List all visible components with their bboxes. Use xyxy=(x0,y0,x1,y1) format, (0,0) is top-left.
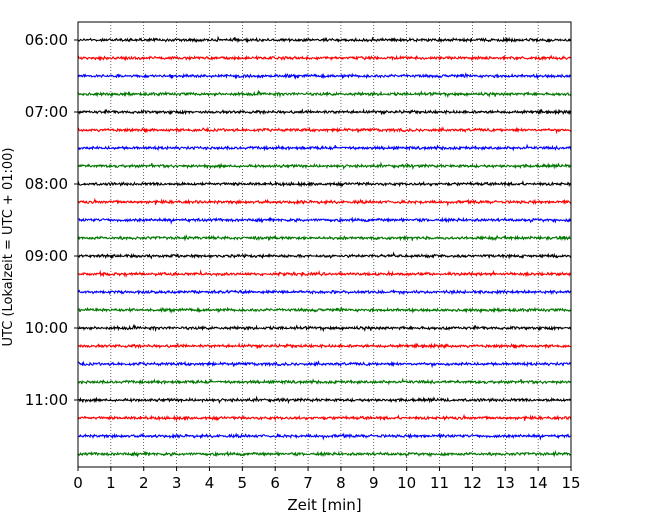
x-tick-label: 1 xyxy=(106,474,116,492)
y-tick-label: 06:00 xyxy=(25,31,68,49)
x-tick-label: 11 xyxy=(430,474,449,492)
x-tick-label: 9 xyxy=(369,474,379,492)
trace-line xyxy=(77,377,572,386)
y-tick-label: 10:00 xyxy=(25,319,68,337)
y-tick-label: 07:00 xyxy=(25,103,68,121)
x-tick-label: 14 xyxy=(529,474,548,492)
trace-line xyxy=(77,360,572,369)
trace-line xyxy=(77,179,572,188)
trace-line xyxy=(77,161,572,171)
trace-line xyxy=(77,234,572,242)
trace-line xyxy=(77,216,572,225)
x-tick-label: 3 xyxy=(172,474,182,492)
trace-line xyxy=(77,432,572,441)
x-tick-label: 10 xyxy=(397,474,416,492)
trace-line xyxy=(77,197,572,207)
trace-line xyxy=(77,35,572,44)
x-tick-label: 5 xyxy=(238,474,248,492)
trace-line xyxy=(77,143,572,152)
trace-line xyxy=(77,323,572,333)
trace-line xyxy=(77,54,572,62)
trace-line xyxy=(78,72,572,80)
y-tick-label: 08:00 xyxy=(25,175,68,193)
y-tick-label: 11:00 xyxy=(25,391,68,409)
plot-frame xyxy=(77,21,572,468)
x-tick-label: 6 xyxy=(270,474,280,492)
x-tick-label: 0 xyxy=(73,474,83,492)
x-tick-label: 7 xyxy=(303,474,313,492)
y-tick-label: 09:00 xyxy=(25,247,68,265)
x-axis-label: Zeit [min] xyxy=(287,496,361,514)
x-tick-label: 13 xyxy=(496,474,515,492)
trace-line xyxy=(77,126,572,135)
y-axis-label: UTC (Lokalzeit = UTC + 01:00) xyxy=(1,148,16,347)
trace-line xyxy=(77,395,572,405)
y-axis: 06:00 07:00 08:00 09:00 10:00 11:00 xyxy=(25,31,78,409)
trace-line xyxy=(77,251,572,260)
trace-line xyxy=(77,288,572,296)
x-tick-label: 2 xyxy=(139,474,149,492)
trace-line xyxy=(77,413,572,422)
trace-line xyxy=(77,306,572,314)
x-tick-label: 4 xyxy=(205,474,215,492)
x-tick-label: 8 xyxy=(336,474,346,492)
trace-line xyxy=(77,269,572,279)
trace-line xyxy=(77,450,572,458)
x-axis: 0 1 2 3 4 5 6 7 8 9 10 11 12 13 14 15 xyxy=(73,467,581,492)
trace-line xyxy=(77,89,572,99)
trace-line xyxy=(77,108,572,116)
trace-line xyxy=(77,342,572,350)
vertical-grid xyxy=(110,22,539,467)
x-tick-label: 15 xyxy=(561,474,580,492)
x-tick-label: 12 xyxy=(463,474,482,492)
seismic-traces xyxy=(77,35,572,458)
